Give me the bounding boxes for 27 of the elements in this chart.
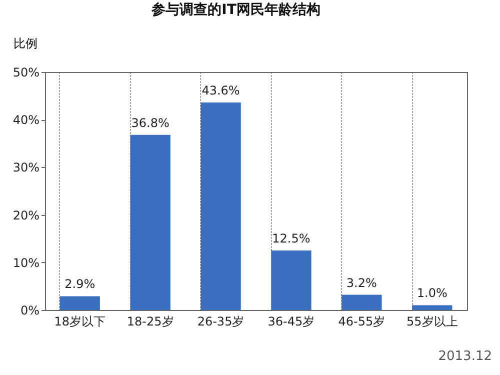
bar [342,294,382,310]
y-tick-label: 40% [12,113,40,128]
x-tick-label: 46-55岁 [338,314,386,328]
bar [271,250,312,310]
data-label: 3.2% [346,276,377,290]
x-tick-label: 18岁以下 [54,314,106,328]
bar [60,296,100,310]
data-label: 2.9% [64,277,96,292]
x-tick-label: 55岁以上 [406,314,458,328]
bar [412,305,452,310]
x-tick-label: 36-45岁 [268,314,315,328]
text: 2013.12 [438,349,492,364]
y-tick-label: 0% [20,304,40,318]
x-tick-label: 26-35岁 [197,314,244,328]
x-tick-label: 18-25岁 [126,314,174,328]
y-tick-label: 50% [12,66,40,80]
y-tick-label: 20% [12,208,40,222]
chart-title: 参与调查的IT网民年龄结构 [150,1,320,18]
y-tick-label: 10% [12,256,40,270]
bar [130,134,170,310]
data-label: 1.0% [416,286,448,300]
data-label: 36.8% [131,116,170,130]
data-label: 43.6% [202,83,240,98]
bar [200,102,241,310]
data-label: 12.5% [272,232,310,246]
y-axis-title: 比例 [14,36,38,50]
y-tick-label: 30% [12,160,40,175]
